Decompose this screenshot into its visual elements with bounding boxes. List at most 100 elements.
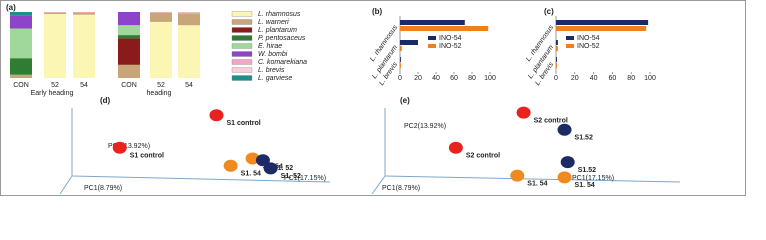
legend-swatch: [566, 36, 574, 40]
point-label: S1. 54: [527, 180, 547, 187]
point: [510, 169, 525, 182]
point: [516, 106, 531, 119]
legend-swatch: [231, 59, 253, 65]
bar-segment: [44, 12, 66, 14]
axis-label: PC2(13.92%): [404, 123, 446, 130]
bar: [400, 57, 401, 62]
x-tick-label: 60: [450, 75, 458, 82]
point: [209, 109, 224, 122]
bar: [400, 46, 402, 51]
bar-segment: [150, 12, 172, 13]
axis-label: PC1(17.15%): [284, 175, 326, 182]
legend-swatch: [231, 75, 253, 81]
x-tick-label: 100: [644, 75, 656, 82]
legend-swatch: [231, 11, 253, 17]
axis-line: [384, 175, 681, 183]
bar-segment: [178, 12, 200, 14]
legend-label: L. garviese: [258, 75, 292, 82]
panel-label: (d): [100, 96, 111, 105]
point-label: S1. 54: [241, 171, 261, 178]
group-label: Early heading: [31, 90, 74, 97]
x-tick-label: CON: [13, 82, 29, 89]
bar-segment: [150, 21, 172, 78]
axis-line: [371, 175, 386, 195]
x-tick-label: 100: [484, 75, 496, 82]
x-tick-label: 0: [554, 75, 558, 82]
panel-label: (b): [372, 7, 383, 16]
bar: [556, 63, 557, 68]
legend-label: C. komarekiana: [258, 59, 307, 66]
figure: (a) CON 52 54 CON 52 54 Early heading heading L. …: [0, 0, 746, 196]
point-label: S1. 52: [273, 165, 293, 172]
bar-segment: [44, 12, 66, 13]
legend-label: INO-52: [439, 43, 462, 50]
axis-label: PC1(8.79%): [84, 185, 122, 192]
axis-label: PC1(8.79%): [382, 185, 420, 192]
point: [255, 154, 270, 167]
x-tick-label: 40: [590, 75, 598, 82]
bar-segment: [44, 13, 66, 79]
bar-segment: [118, 38, 140, 65]
x-tick-label: 52: [157, 82, 165, 89]
legend-label: L. warneri: [258, 19, 289, 26]
bar-segment: [73, 12, 95, 15]
bar: [556, 40, 558, 45]
legend-label: E. hirae: [258, 43, 282, 50]
x-tick-label: 20: [414, 75, 422, 82]
legend-swatch: [231, 35, 253, 41]
legend-label: L. brevis: [258, 67, 285, 74]
bar-segment: [118, 12, 140, 26]
bar-segment: [178, 12, 200, 13]
legend-swatch: [231, 67, 253, 73]
x-tick-label: 80: [627, 75, 635, 82]
point-label: S1. 52: [281, 173, 301, 180]
bar-segment: [150, 12, 172, 22]
point: [557, 123, 572, 136]
bar: [556, 57, 557, 62]
bar-segment: [10, 28, 32, 59]
x-tick-label: 20: [571, 75, 579, 82]
bar-segment: [73, 14, 95, 79]
legend-label: W. bombi: [258, 51, 288, 58]
axis-line: [71, 175, 331, 183]
axis-label: PC2(13.92%): [108, 143, 150, 150]
group-label: heading: [147, 90, 172, 97]
legend-swatch: [428, 36, 436, 40]
bar: [556, 46, 558, 51]
point: [448, 141, 463, 154]
point-label: S1. 54: [575, 182, 595, 189]
legend-label: INO-54: [577, 35, 600, 42]
point-label: S1.52: [575, 135, 593, 142]
bar: [400, 63, 401, 68]
bar: [400, 20, 465, 25]
pca-axes-d: [59, 108, 331, 195]
legend-label: L. rhamnosus: [258, 11, 301, 18]
axis-line: [59, 175, 73, 195]
x-tick-label: CON: [121, 82, 137, 89]
bar-segment: [118, 64, 140, 78]
bar: [400, 40, 418, 45]
bar-segment: [10, 74, 32, 78]
x-tick-label: 80: [468, 75, 476, 82]
legend-swatch: [231, 27, 253, 33]
bar-segment: [118, 25, 140, 36]
legend-swatch: [566, 44, 574, 48]
point: [263, 162, 278, 175]
bar: [400, 26, 489, 31]
legend-label: L. plantarum: [258, 27, 297, 34]
legend-label: INO-52: [577, 43, 600, 50]
point-label: S1 control: [226, 120, 260, 127]
point-label: S2 control: [534, 117, 568, 124]
x-tick-label: 40: [432, 75, 440, 82]
panel-label: (a): [6, 3, 16, 12]
frame: [0, 0, 746, 196]
point-label: S1.52: [578, 167, 596, 174]
x-tick-label: 52: [51, 82, 59, 89]
panel-label: (e): [400, 96, 410, 105]
point: [112, 141, 127, 154]
bar-segment: [10, 15, 32, 29]
bar-segment: [118, 35, 140, 39]
legend-swatch: [428, 44, 436, 48]
x-tick-label: 60: [609, 75, 617, 82]
point: [223, 159, 238, 172]
